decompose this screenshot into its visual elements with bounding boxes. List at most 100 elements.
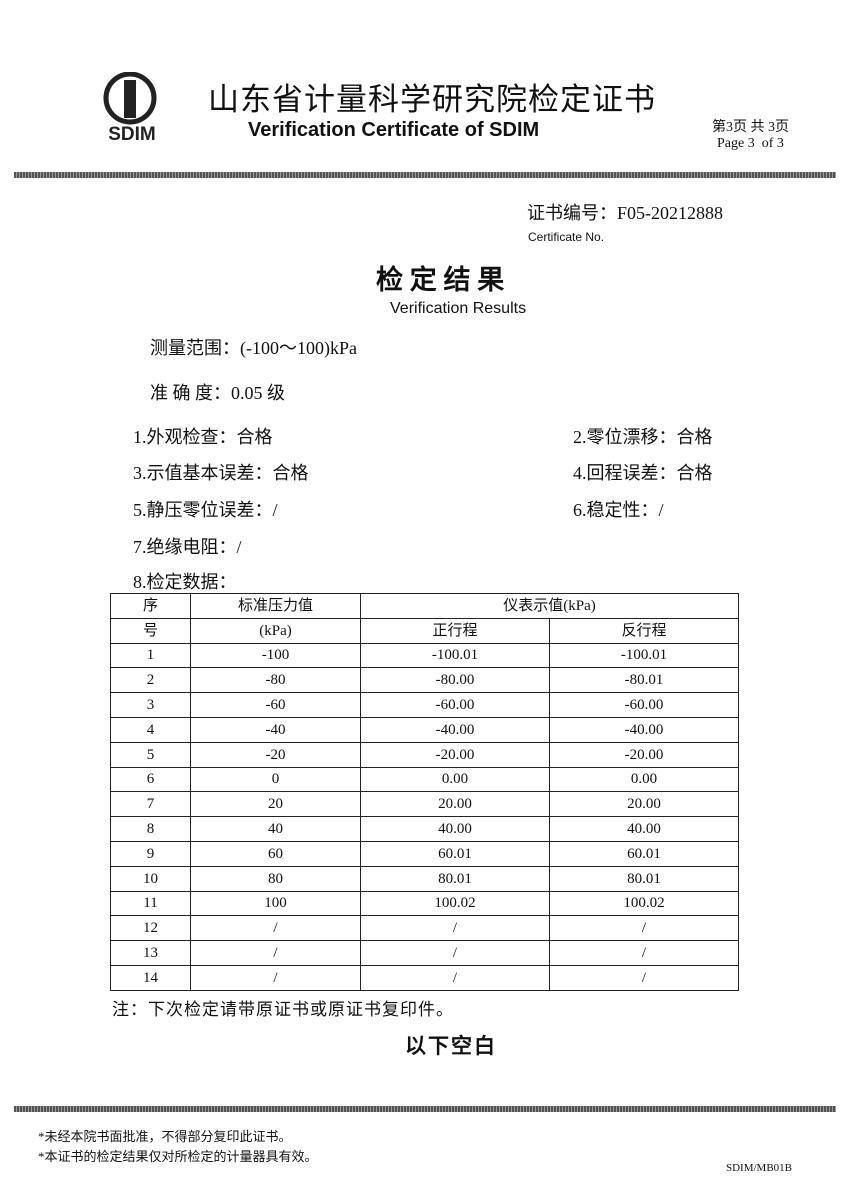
table-cell: 60.01 [360, 840, 550, 867]
result-item: 7.绝缘电阻：/ [133, 537, 242, 557]
table-cell: 1 [110, 642, 191, 669]
table-cell: -40.00 [360, 716, 550, 743]
table-row: 11 100 100.02 100.02 [110, 890, 739, 917]
form-code: SDIM/MB01B [726, 1162, 793, 1174]
table-cell: 5 [110, 741, 191, 768]
table-cell: 20 [190, 791, 361, 818]
table-row: 13// / [110, 940, 739, 966]
table-cell: -100.01 [360, 642, 550, 669]
table-cell: -80.01 [549, 667, 739, 694]
table-cell: / [190, 964, 361, 991]
result-item: 2.零位漂移：合格 [573, 427, 713, 447]
table-body: 1 -100 -100.01 -100.01 2 -80 -80.00 -80.01 3 -60-… [110, 642, 739, 991]
table-row: 10 80 80.01 80.01 [110, 865, 739, 892]
table-cell: 20.00 [549, 791, 739, 818]
header-cell: 标准压力值 [190, 593, 361, 619]
range: 测量范围：(-100～100)kPa [150, 338, 357, 358]
footer-note: *未经本院书面批准，不得部分复印此证书。 [38, 1129, 292, 1144]
header-cell: 反行程 [549, 617, 739, 644]
page-en: Page 3 of 3 [717, 136, 784, 151]
table-cell: 3 [110, 692, 191, 718]
table-cell: 80.01 [360, 865, 550, 892]
table-cell: 7 [110, 791, 191, 818]
data-table: 序 标准压力值 仪表示值(kPa) 号 (kPa) 正行程 反行程 1 -100-… [110, 593, 739, 991]
table-row: 8 40 40.00 40.00 [110, 816, 739, 842]
result-item: 3.示值基本误差：合格 [133, 463, 309, 483]
table-cell: -80.00 [360, 667, 550, 694]
result-item: 4.回程误差：合格 [573, 463, 713, 483]
table-cell: 80 [190, 865, 361, 892]
section-title-cn: 检 定 结 果 [376, 265, 505, 295]
bottom-rule [14, 1106, 836, 1112]
table-cell: 13 [110, 940, 191, 966]
table-cell: 40.00 [360, 816, 550, 842]
table-cell: -80 [190, 667, 361, 694]
page-cn: 第3页 共 3页 [712, 120, 789, 135]
table-cell: -100.01 [549, 642, 739, 669]
table-cell: / [360, 964, 550, 991]
table-row: 9 60 60.01 60.01 [110, 840, 739, 867]
table-cell: -40 [190, 716, 361, 743]
table-row: 3 -60 -60.00 -60.00 [110, 692, 739, 718]
table-cell: -60.00 [360, 692, 550, 718]
table-cell: 80.01 [549, 865, 739, 892]
table-row: 12// / [110, 915, 739, 942]
accuracy: 准 确 度：0.05 级 [150, 383, 285, 403]
table-cell: 0 [190, 766, 361, 793]
table-cell: 8 [110, 816, 191, 842]
table-cell: -20.00 [360, 741, 550, 768]
table-cell: -60.00 [549, 692, 739, 718]
table-cell: 10 [110, 865, 191, 892]
result-item: 6.稳定性：/ [573, 500, 664, 520]
table-row: 2 -80 -80.00 -80.01 [110, 667, 739, 694]
table-cell: -60 [190, 692, 361, 718]
footer-note: *本证书的检定结果仅对所检定的计量器具有效。 [38, 1149, 318, 1164]
result-item: 1.外观检查：合格 [133, 427, 273, 447]
table-row: 14// / [110, 964, 739, 991]
table-cell: 12 [110, 915, 191, 942]
header-cell: 正行程 [360, 617, 550, 644]
table-row: 4 -40 -40.00 -40.00 [110, 716, 739, 743]
table-cell: 60 [190, 840, 361, 867]
table-cell: / [549, 915, 739, 942]
table-cell: 60.01 [549, 840, 739, 867]
table-cell: 0.00 [360, 766, 550, 793]
table-cell: 2 [110, 667, 191, 694]
table-cell: 0.00 [549, 766, 739, 793]
certificate-label-en: Certificate No. [528, 230, 605, 244]
table-cell: -20.00 [549, 741, 739, 768]
closing: 以下空白 [405, 1034, 497, 1058]
title-cn: 山东省计量科学研究院检定证书 [208, 82, 656, 117]
table-cell: 40.00 [549, 816, 739, 842]
table-cell: 100 [190, 890, 361, 917]
logo-text: SDIM [108, 124, 156, 144]
table-cell: / [360, 915, 550, 942]
table-cell: 4 [110, 716, 191, 743]
table-cell: / [360, 940, 550, 966]
result-item: 5.静压零位误差：/ [133, 500, 278, 520]
table-row: 6 0 0.00 0.00 [110, 766, 739, 793]
result-item: 8.检定数据： [133, 572, 237, 592]
header-row: 序 标准压力值 仪表示值(kPa) [110, 593, 739, 619]
section-title-en: Verification Results [390, 300, 527, 317]
logo: SDIM [103, 72, 157, 144]
title-en: Verification Certificate of SDIM [248, 119, 540, 141]
table-cell: / [549, 964, 739, 991]
table-cell: -40.00 [549, 716, 739, 743]
table-row: 1 -100 -100.01 -100.01 [110, 642, 739, 669]
table-cell: / [190, 915, 361, 942]
table-cell: -20 [190, 741, 361, 768]
logo-ring [103, 72, 157, 125]
table-cell: / [549, 940, 739, 966]
header-row: 号 (kPa) 正行程 反行程 [110, 617, 739, 644]
certificate-number: 证书编号：F05-20212888 [527, 203, 724, 223]
header-cell: 仪表示值(kPa) [360, 593, 739, 619]
note: 注：下次检定请带原证书或原证书复印件。 [112, 1000, 454, 1019]
top-rule [14, 172, 836, 178]
header-cell: (kPa) [190, 617, 361, 644]
table-cell: 14 [110, 964, 191, 991]
table-cell: 100.02 [360, 890, 550, 917]
table-row: 5 -20 -20.00 -20.00 [110, 741, 739, 768]
header-cell: 号 [110, 617, 191, 644]
